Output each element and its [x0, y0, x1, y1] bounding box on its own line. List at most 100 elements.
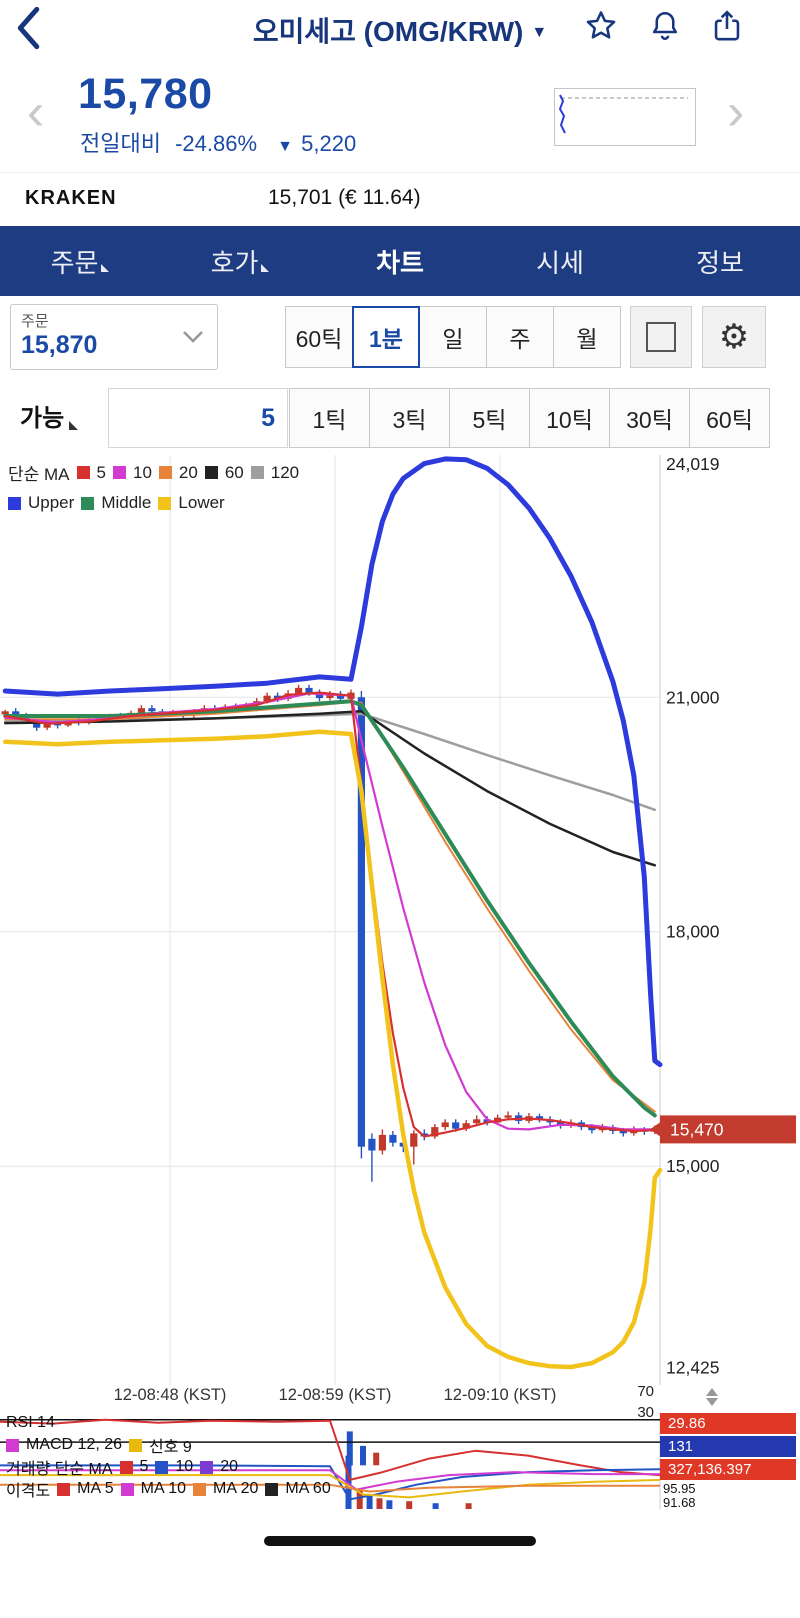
tab-주문[interactable]: 주문 [0, 226, 160, 296]
interval-button-1분[interactable]: 1분 [352, 306, 420, 368]
chevron-down-icon [181, 329, 205, 349]
share-icon [714, 10, 740, 41]
ma-swatch-label: 10 [132, 462, 152, 482]
header: 오미세고 (OMG/KRW) ▼ [0, 0, 800, 56]
tab-dropdown-marker-icon [261, 264, 270, 272]
ma-swatch [112, 466, 126, 479]
x-axis-label: 12-09:10 (KST) [443, 1386, 557, 1404]
band-swatch-label: Lower [178, 493, 225, 512]
tab-시세[interactable]: 시세 [480, 226, 640, 296]
bell-icon [652, 11, 678, 40]
nav-tabs: 주문 호가 차트 시세 정보 [0, 226, 800, 296]
exchange-price: 15,701 (€ 11.64) [268, 186, 421, 209]
prev-symbol-button[interactable]: ‹ [27, 83, 45, 141]
band-swatch [158, 496, 172, 510]
ma-swatch-label: 60 [224, 462, 244, 482]
tab-dropdown-marker-icon [101, 264, 110, 272]
back-button[interactable] [14, 6, 42, 55]
chart-style-button[interactable] [630, 306, 692, 368]
interval-button-주[interactable]: 주 [486, 306, 554, 368]
interval-button-월[interactable]: 월 [553, 306, 621, 368]
triangle-down-icon [706, 1398, 718, 1406]
tick-button-30틱[interactable]: 30틱 [609, 388, 690, 448]
square-icon [646, 322, 676, 352]
svg-text:21,000: 21,000 [666, 687, 720, 707]
change-prefix: 전일대비 [80, 131, 161, 156]
tick-button-60틱[interactable]: 60틱 [689, 388, 770, 448]
indicator-plain-value: 91.68 [663, 1495, 696, 1510]
alerts-button[interactable] [647, 8, 683, 49]
x-axis-label: 12-08:59 (KST) [278, 1386, 392, 1404]
ma-swatch [158, 466, 172, 479]
reference-exchange-row: KRAKEN 15,701 (€ 11.64) [0, 172, 800, 227]
title-caret-icon: ▼ [531, 24, 548, 41]
chart-settings-button[interactable]: ⚙ [702, 306, 766, 368]
page-title[interactable]: 오미세고 (OMG/KRW) ▼ [0, 10, 800, 50]
tick-button-3틱[interactable]: 3틱 [369, 388, 450, 448]
interval-button-일[interactable]: 일 [419, 306, 487, 368]
home-indicator[interactable] [264, 1536, 536, 1546]
rsi-scale-70: 70 [637, 1383, 654, 1400]
ma-swatch [76, 466, 90, 479]
gear-icon: ⚙ [718, 318, 750, 356]
interval-buttons: 60틱 1분 일 주 월 [285, 306, 621, 368]
ma-legend-row: 단순 MA 5 10 20 60 120 [8, 460, 299, 485]
ma-swatch-label: 5 [96, 462, 106, 482]
svg-text:12,425: 12,425 [666, 1357, 720, 1377]
quantity-input[interactable]: 5 [108, 388, 288, 448]
exchange-name: KRAKEN [25, 187, 117, 209]
order-price-dropdown[interactable]: 주문 15,870 [10, 304, 218, 370]
tab-호가[interactable]: 호가 [160, 226, 320, 296]
available-dropdown-marker [69, 421, 79, 430]
triangle-up-icon [706, 1388, 718, 1396]
current-price: 15,780 [78, 70, 213, 118]
tab-정보[interactable]: 정보 [640, 226, 800, 296]
x-axis-label: 12-08:48 (KST) [113, 1386, 227, 1404]
tab-label: 차트 [376, 247, 424, 278]
down-arrow-icon: ▼ [277, 138, 294, 155]
tab-차트[interactable]: 차트 [320, 226, 480, 296]
ma-swatch-label: 120 [270, 462, 300, 482]
chevron-left-icon [17, 6, 40, 50]
band-swatch [8, 496, 21, 510]
symbol-title: 오미세고 (OMG/KRW) [252, 16, 524, 47]
svg-text:18,000: 18,000 [666, 922, 720, 942]
available-label[interactable]: 가능 [20, 398, 79, 433]
next-symbol-button[interactable]: › [727, 83, 745, 141]
ma-swatch-label: 20 [178, 462, 198, 482]
chart-navigator[interactable] [554, 88, 696, 146]
navigator-sparkline [558, 94, 688, 134]
band-swatch-label: Upper [28, 493, 75, 512]
indicator-plain-value: 95.95 [663, 1481, 696, 1496]
order-label: 주문 [21, 313, 49, 330]
svg-text:15,000: 15,000 [666, 1156, 720, 1176]
indicator-value-box: 29.86 [660, 1413, 796, 1434]
indicator-value-box: 131 [660, 1436, 796, 1457]
panel-resize-handle[interactable] [706, 1388, 718, 1406]
chart-legend: 단순 MA 5 10 20 60 120 Upper Middle Lower [8, 460, 299, 521]
price-change-row: 전일대비 -24.86% ▼ 5,220 [80, 126, 356, 158]
ma-swatch [250, 466, 264, 479]
indicator-value-box: 327,136.397 [660, 1459, 796, 1480]
svg-text:15,470: 15,470 [670, 1119, 724, 1139]
tick-button-1틱[interactable]: 1틱 [289, 388, 370, 448]
tick-button-5틱[interactable]: 5틱 [449, 388, 530, 448]
svg-text:24,019: 24,019 [666, 455, 720, 474]
band-swatch [81, 496, 95, 510]
change-amount: 5,220 [301, 131, 357, 156]
interval-button-60틱[interactable]: 60틱 [285, 306, 353, 368]
indicator-values: 29.86 131 327,136.397 95.95 91.68 [660, 1413, 796, 1510]
rsi-scale-30: 30 [637, 1404, 654, 1421]
band-swatch-label: Middle [101, 493, 152, 512]
tab-label: 주문 [50, 247, 99, 278]
favorite-button[interactable] [583, 8, 619, 49]
tick-buttons: 1틱 3틱 5틱 10틱 30틱 60틱 [289, 388, 770, 448]
change-percent: -24.86% [175, 131, 258, 156]
available-label-text: 가능 [20, 405, 65, 432]
ma-swatch [204, 466, 218, 479]
order-price-value: 15,870 [21, 331, 98, 359]
tick-button-10틱[interactable]: 10틱 [529, 388, 610, 448]
candlestick-chart[interactable]: 24,019 21,000 18,000 15,000 12,425 15,470 [0, 455, 800, 1385]
share-button[interactable] [709, 8, 745, 49]
tab-label: 호가 [210, 247, 259, 278]
